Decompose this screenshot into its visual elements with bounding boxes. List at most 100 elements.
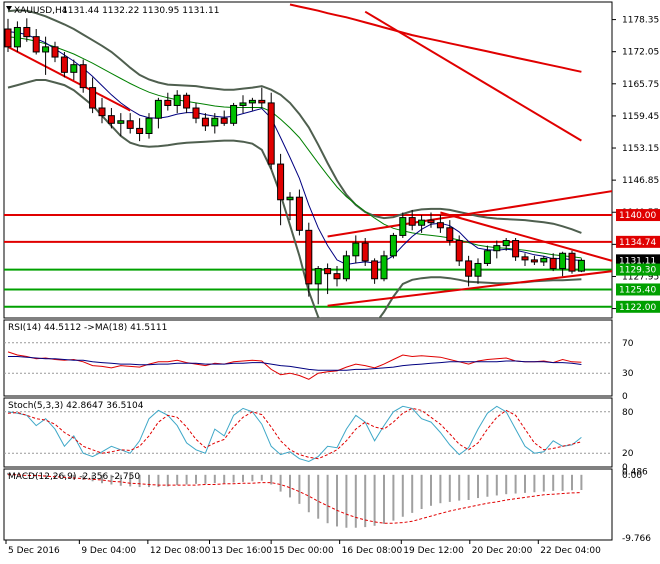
candle-body — [361, 242, 369, 262]
candle — [230, 102, 238, 126]
candle-body — [154, 99, 162, 119]
stochastic-label: Stoch(5,3,3) 42.8647 36.5104 — [8, 401, 144, 411]
price-tag[interactable] — [616, 300, 660, 313]
candle-body — [277, 163, 285, 201]
macd-axis-label: 0.486 — [622, 468, 648, 478]
candle — [154, 97, 162, 129]
candle — [277, 153, 285, 226]
candle — [107, 108, 115, 129]
candle-body — [164, 99, 172, 106]
candle-body — [502, 240, 510, 247]
trendline-upper-channel[interactable] — [327, 187, 638, 238]
candle-body — [408, 217, 416, 226]
candle — [13, 21, 21, 52]
pane-frame-1 — [3, 319, 613, 397]
trendline-long-term-descending[interactable] — [364, 10, 582, 142]
candle — [314, 266, 322, 305]
candle — [126, 113, 134, 134]
pane-frame-2 — [3, 397, 613, 468]
bollinger-lower-band — [7, 79, 582, 318]
price-tag-label: 1131.11 — [619, 256, 656, 266]
candle-body — [32, 36, 40, 53]
time-axis-label: 13 Dec 16:00 — [212, 546, 273, 556]
trendline-triangle-lower[interactable] — [327, 268, 638, 307]
candle-body — [258, 99, 266, 104]
macd-pane — [7, 472, 583, 528]
candle-body — [230, 104, 238, 124]
candle-body — [521, 256, 529, 261]
candle — [493, 240, 501, 259]
candle — [23, 18, 31, 42]
candle-body — [42, 46, 50, 53]
candle — [295, 189, 303, 236]
candle — [117, 113, 125, 137]
collapse-triangle-icon[interactable] — [6, 6, 12, 11]
candle — [427, 212, 435, 228]
rsi-line — [7, 351, 582, 380]
candle-body — [305, 229, 313, 285]
candle-body — [559, 252, 567, 270]
candle — [559, 251, 567, 277]
candle-body — [446, 227, 454, 242]
candle — [540, 255, 548, 267]
trendline-descending[interactable] — [7, 45, 131, 112]
candle — [380, 250, 388, 282]
candle — [286, 192, 294, 221]
candle-body — [201, 117, 209, 127]
trendline-triangle-upper[interactable] — [440, 211, 637, 268]
candle-body — [51, 46, 59, 58]
stochastic-pane — [4, 405, 612, 463]
candle — [512, 237, 520, 261]
candle-body — [427, 219, 435, 224]
price-pane — [4, 3, 638, 318]
candle-body — [117, 120, 125, 124]
candle — [342, 250, 350, 282]
candle — [333, 266, 341, 287]
macd-signal-line — [8, 474, 582, 524]
stochastic-axis-label: 20 — [622, 449, 634, 459]
candle — [164, 92, 172, 111]
candle-body — [89, 87, 97, 109]
slow-moving-average — [7, 36, 582, 259]
rsi-axis-label: 30 — [622, 369, 634, 379]
price-tag[interactable] — [616, 263, 660, 276]
candle — [530, 255, 538, 265]
candle — [577, 258, 585, 273]
candle — [389, 232, 397, 259]
candle-body — [314, 268, 322, 285]
macd-axis-label: 0.00 — [622, 471, 642, 481]
candle-body — [192, 107, 200, 119]
rsi-label: RSI(14) 44.5112 ->MA(18) 41.5111 — [8, 323, 167, 333]
candle-body — [455, 240, 463, 262]
price-tag-label: 1122.00 — [619, 303, 656, 313]
candle-body — [399, 217, 407, 236]
candle — [136, 118, 144, 142]
candle-body — [380, 255, 388, 280]
price-tag[interactable] — [616, 283, 660, 296]
candle — [324, 263, 332, 295]
rsi-axis-label: 70 — [622, 339, 634, 349]
price-tag[interactable] — [616, 209, 660, 222]
stoch-signal-line — [7, 407, 582, 460]
candle-body — [248, 99, 256, 104]
candle — [173, 90, 181, 114]
candle-body — [333, 273, 341, 280]
candle — [4, 18, 12, 52]
candle-body — [512, 240, 520, 258]
price-tag-label: 1134.74 — [619, 238, 656, 248]
candle — [408, 209, 416, 231]
time-axis-label: 20 Dec 20:00 — [472, 546, 533, 556]
candle-body — [98, 107, 106, 117]
fast-moving-average — [7, 31, 582, 266]
candle — [418, 215, 426, 233]
time-axis-label: 19 Dec 12:00 — [403, 546, 464, 556]
candle-body — [4, 28, 12, 48]
candle-body — [79, 64, 87, 89]
rsi-axis-label: 0 — [622, 392, 628, 402]
price-tag[interactable] — [616, 254, 660, 267]
candle — [145, 113, 153, 139]
candle — [220, 110, 228, 126]
price-tag[interactable] — [616, 235, 660, 248]
